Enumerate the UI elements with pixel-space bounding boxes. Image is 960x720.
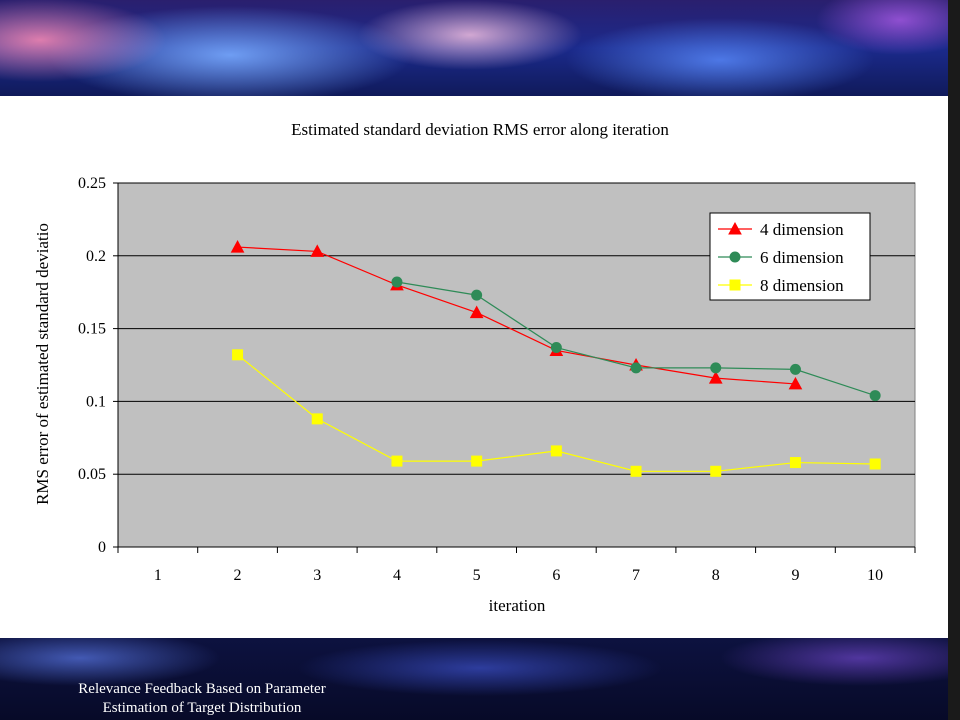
- data-point-square: [729, 279, 741, 291]
- data-point-circle: [550, 342, 562, 354]
- series-layer: [230, 240, 881, 477]
- x-tick-label: 3: [313, 567, 321, 584]
- slide-edge-strip: [948, 0, 960, 720]
- data-point-circle: [869, 390, 881, 402]
- data-point-square: [789, 457, 801, 469]
- data-point-circle: [471, 289, 483, 301]
- data-point-circle: [391, 276, 403, 288]
- legend-label: 8 dimension: [760, 276, 844, 295]
- data-point-triangle: [708, 371, 723, 384]
- data-point-square: [232, 349, 244, 361]
- y-axis-label: RMS error of estimated standard deviatio: [33, 223, 52, 505]
- x-tick-label: 9: [791, 567, 799, 584]
- footer-line-1: Relevance Feedback Based on Parameter: [78, 681, 326, 697]
- y-tick-label: 0.15: [78, 321, 106, 338]
- legend-label: 4 dimension: [760, 220, 844, 239]
- data-point-circle: [729, 251, 741, 263]
- data-point-square: [391, 455, 403, 467]
- data-point-triangle: [469, 305, 484, 319]
- data-point-square: [550, 445, 562, 457]
- x-tick-label: 6: [552, 567, 560, 584]
- y-tick-label: 0.1: [86, 393, 106, 410]
- x-tick-label: 2: [234, 567, 242, 584]
- series-6-dimension: [391, 276, 881, 402]
- y-tick-label: 0: [98, 539, 106, 556]
- data-point-square: [311, 413, 323, 425]
- y-tick-label: 0.25: [78, 175, 106, 192]
- legend-item: 8 dimension: [718, 276, 844, 295]
- data-point-square: [869, 458, 881, 470]
- x-tick-label: 5: [473, 567, 481, 584]
- data-point-triangle: [728, 221, 742, 235]
- x-tick-label: 4: [393, 567, 401, 584]
- series-line: [237, 246, 796, 385]
- data-point-triangle: [788, 376, 803, 390]
- legend-label: 6 dimension: [760, 248, 844, 267]
- x-tick-label: 10: [867, 567, 883, 584]
- footer-caption: Relevance Feedback Based on Parameter Es…: [22, 680, 382, 718]
- y-tick-label: 0.05: [78, 466, 106, 483]
- data-point-square: [471, 455, 483, 467]
- series-8-dimension: [232, 349, 881, 477]
- x-tick-label: 1: [154, 567, 162, 584]
- y-tick-label: 0.2: [86, 248, 106, 265]
- data-point-circle: [789, 363, 801, 375]
- footer-line-2: Estimation of Target Distribution: [102, 700, 302, 716]
- slide-footer-background: [0, 638, 960, 720]
- chart-title: Estimated standard deviation RMS error a…: [291, 120, 669, 139]
- x-tick-label: 7: [632, 567, 640, 584]
- legend-item: 6 dimension: [718, 248, 844, 267]
- slide-header-background: [0, 0, 960, 96]
- data-point-circle: [710, 362, 722, 374]
- y-axis-ticks: 0 0.05 0.1 0.15 0.2 0.25: [78, 175, 119, 556]
- data-point-triangle: [310, 244, 325, 257]
- data-point-square: [710, 465, 722, 477]
- x-tick-label: 8: [712, 567, 720, 584]
- legend: 4 dimension 6 dimension 8 dimension: [709, 212, 871, 301]
- data-point-square: [630, 465, 642, 477]
- x-axis-label: iteration: [489, 596, 546, 615]
- legend-item: 4 dimension: [718, 220, 844, 239]
- data-point-triangle: [230, 240, 245, 253]
- x-axis-ticks: 1 2 3 4 5 6 7 8 9 10: [117, 546, 916, 584]
- data-point-circle: [630, 362, 642, 374]
